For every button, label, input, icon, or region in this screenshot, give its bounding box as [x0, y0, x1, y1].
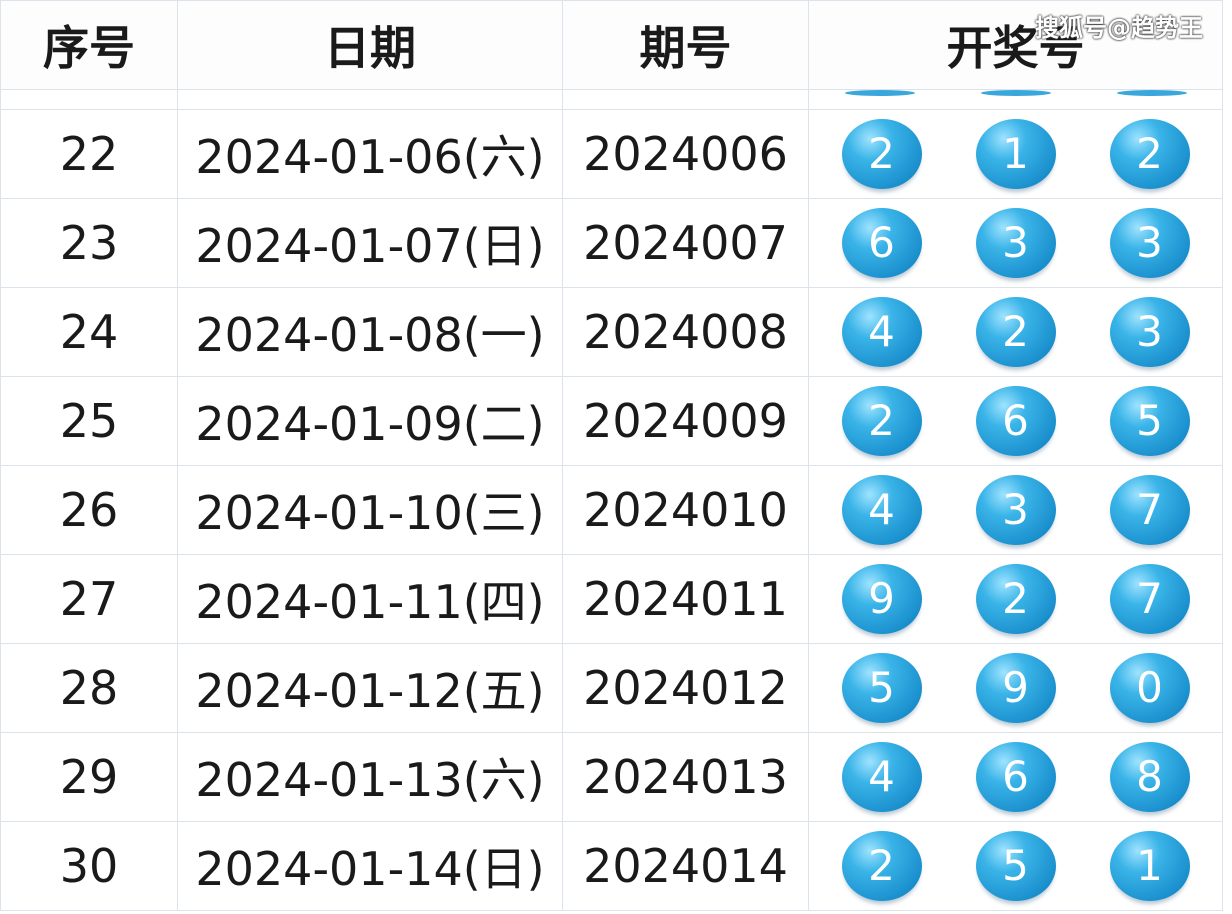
- number-ball: 3: [1109, 297, 1190, 367]
- seq-cell: 23: [0, 198, 178, 288]
- table-row: 26 2024-01-10(三) 2024010 4 3 7: [0, 465, 1223, 555]
- table-row: 22 2024-01-06(六) 2024006 2 1 2: [0, 109, 1223, 199]
- number-ball: 2: [841, 119, 922, 189]
- date-cell: 2024-01-13(六): [177, 732, 563, 822]
- number-ball: 9: [975, 653, 1056, 723]
- header-seq: 序号: [0, 0, 178, 90]
- number-ball: 7: [1109, 564, 1190, 634]
- table-row: 30 2024-01-14(日) 2024014 2 5 1: [0, 821, 1223, 911]
- number-ball: 5: [1109, 386, 1190, 456]
- issue-cell: 2024006: [562, 109, 809, 199]
- table-row: 25 2024-01-09(二) 2024009 2 6 5: [0, 376, 1223, 466]
- number-ball: 9: [841, 564, 922, 634]
- number-ball: 0: [1109, 653, 1190, 723]
- table-row: 28 2024-01-12(五) 2024012 5 9 0: [0, 643, 1223, 733]
- number-ball: 2: [975, 564, 1056, 634]
- seq-cell: 26: [0, 465, 178, 555]
- table-row: 24 2024-01-08(一) 2024008 4 2 3: [0, 287, 1223, 377]
- number-ball: 2: [841, 831, 922, 901]
- header-numbers: 开奖号: [808, 0, 1223, 90]
- date-cell: 2024-01-10(三): [177, 465, 563, 555]
- partial-row: [0, 89, 1223, 110]
- table-row: 23 2024-01-07(日) 2024007 6 3 3: [0, 198, 1223, 288]
- seq-cell: 27: [0, 554, 178, 644]
- number-ball: 2: [975, 297, 1056, 367]
- seq-cell: 25: [0, 376, 178, 466]
- number-ball: 3: [975, 208, 1056, 278]
- seq-cell: 28: [0, 643, 178, 733]
- date-cell: 2024-01-11(四): [177, 554, 563, 644]
- number-ball: 8: [1109, 742, 1190, 812]
- number-ball: 4: [841, 297, 922, 367]
- number-ball: 5: [841, 653, 922, 723]
- seq-cell: 22: [0, 109, 178, 199]
- header-row: 序号 日期 期号 开奖号: [0, 0, 1223, 90]
- number-ball: 6: [975, 386, 1056, 456]
- date-cell: 2024-01-09(二): [177, 376, 563, 466]
- watermark: 搜狐号@趋势王: [1035, 14, 1203, 42]
- number-ball: 2: [1109, 119, 1190, 189]
- issue-cell: 2024010: [562, 465, 809, 555]
- date-cell: 2024-01-12(五): [177, 643, 563, 733]
- number-ball: 4: [841, 475, 922, 545]
- issue-cell: 2024008: [562, 287, 809, 377]
- number-ball: 3: [1109, 208, 1190, 278]
- seq-cell: 30: [0, 821, 178, 911]
- table-row: 29 2024-01-13(六) 2024013 4 6 8: [0, 732, 1223, 822]
- number-ball: 3: [975, 475, 1056, 545]
- table-row: 27 2024-01-11(四) 2024011 9 2 7: [0, 554, 1223, 644]
- number-ball: 1: [975, 119, 1056, 189]
- date-cell: 2024-01-08(一): [177, 287, 563, 377]
- seq-cell: 24: [0, 287, 178, 377]
- issue-cell: 2024012: [562, 643, 809, 733]
- header-date: 日期: [177, 0, 563, 90]
- number-ball: 2: [841, 386, 922, 456]
- date-cell: 2024-01-07(日): [177, 198, 563, 288]
- seq-cell: 29: [0, 732, 178, 822]
- issue-cell: 2024007: [562, 198, 809, 288]
- header-issue: 期号: [562, 0, 809, 90]
- issue-cell: 2024009: [562, 376, 809, 466]
- date-cell: 2024-01-14(日): [177, 821, 563, 911]
- date-cell: 2024-01-06(六): [177, 109, 563, 199]
- number-ball: 6: [975, 742, 1056, 812]
- number-ball: 7: [1109, 475, 1190, 545]
- number-ball: 1: [1109, 831, 1190, 901]
- number-ball: 5: [975, 831, 1056, 901]
- number-ball: 4: [841, 742, 922, 812]
- number-ball: 6: [841, 208, 922, 278]
- issue-cell: 2024014: [562, 821, 809, 911]
- issue-cell: 2024011: [562, 554, 809, 644]
- issue-cell: 2024013: [562, 732, 809, 822]
